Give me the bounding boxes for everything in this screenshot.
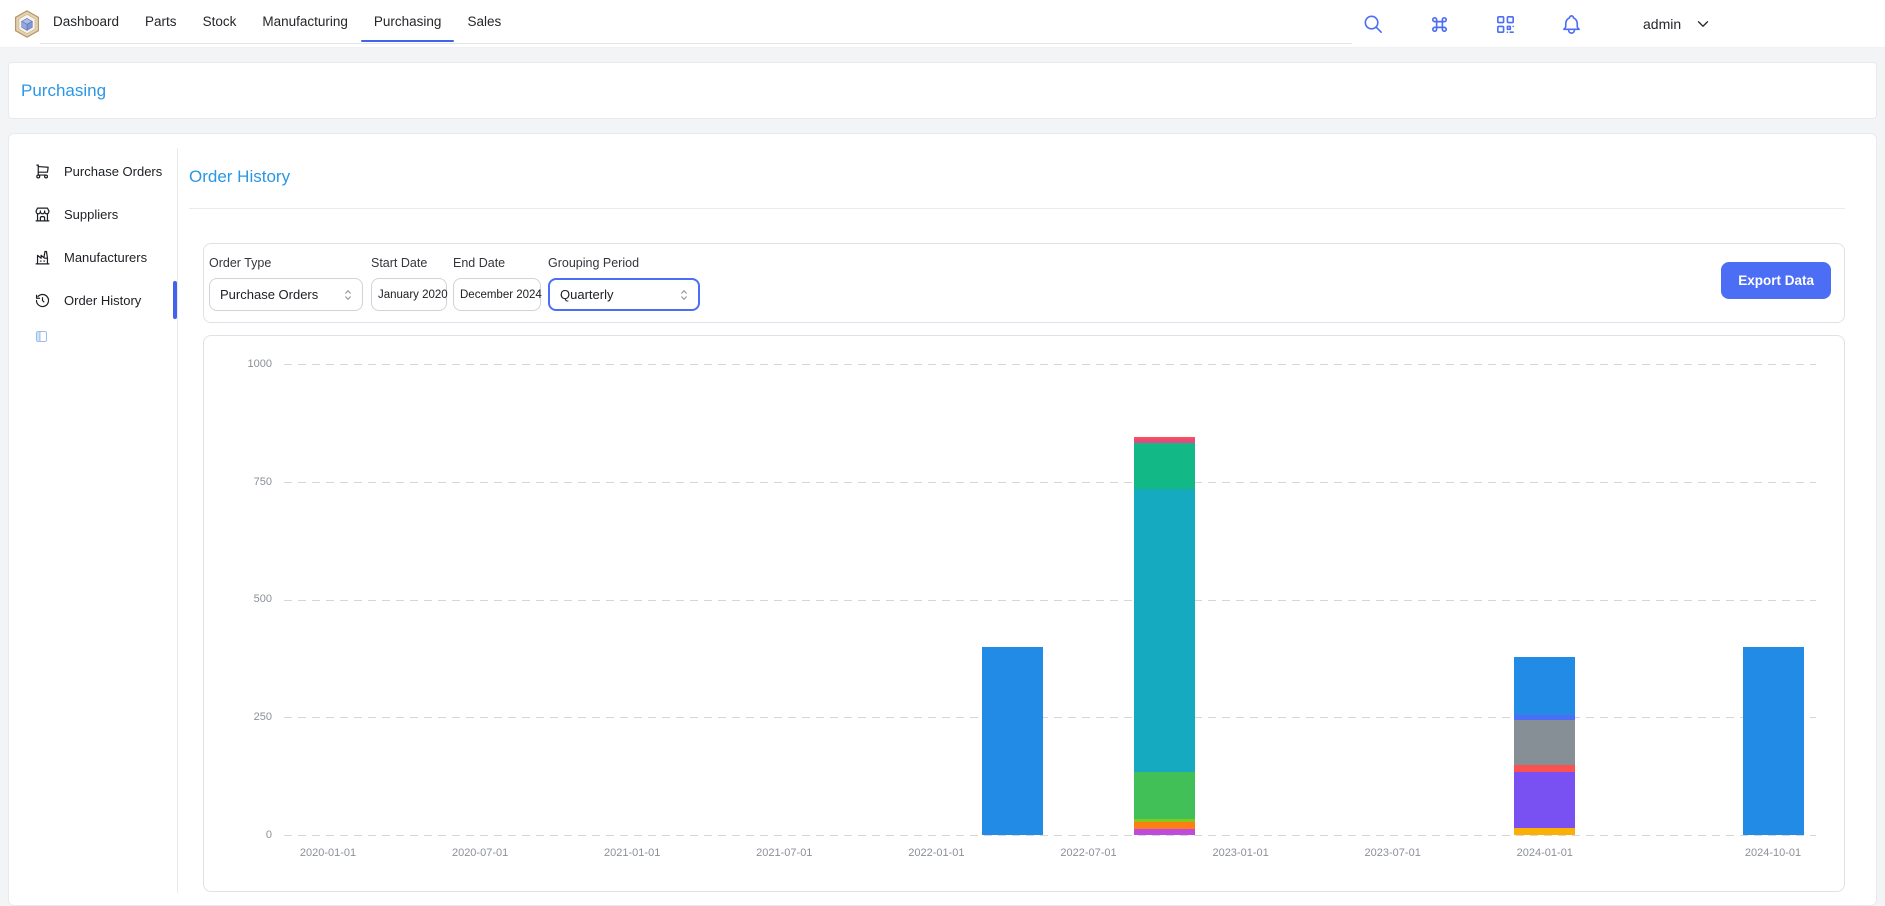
bar-segment [1134, 439, 1196, 443]
x-axis-tick-label: 2023-07-01 [1364, 847, 1421, 859]
bar-segment [1514, 827, 1576, 835]
x-axis-tick-label: 2021-01-01 [604, 847, 661, 859]
history-icon [34, 292, 51, 309]
x-axis-tick-label: 2024-01-01 [1516, 847, 1573, 859]
bar-segment [1514, 719, 1576, 766]
sidebar-item-label: Purchase Orders [64, 163, 163, 179]
x-axis-tick-label: 2020-01-01 [299, 847, 357, 859]
x-axis-tick-label: 2020-07-01 [451, 847, 509, 859]
sidebar-item-label: Suppliers [64, 206, 119, 222]
sidebar-item-label: Manufacturers [64, 249, 148, 265]
tab-purchasing[interactable]: Purchasing [360, 0, 455, 44]
inventree-logo[interactable] [12, 9, 42, 39]
selector-icon [677, 288, 691, 302]
y-gridline [284, 364, 1816, 366]
order-type-value: Purchase Orders [220, 287, 319, 302]
sidebar-item-manufacturers[interactable]: Manufacturers [9, 238, 177, 276]
x-axis-tick-label: 2023-01-01 [1212, 847, 1269, 859]
shopping-cart-icon [34, 163, 51, 180]
bar-segment [1134, 437, 1196, 440]
breadcrumb-bar: Purchasing [8, 62, 1877, 119]
start-date-input[interactable]: January 2020 [371, 278, 448, 311]
bar-segment [1514, 656, 1576, 715]
sidebar-item-purchase-orders[interactable]: Purchase Orders [9, 152, 177, 190]
qrcode-icon[interactable] [1494, 13, 1517, 36]
end-date-input[interactable]: December 2024 [453, 278, 542, 311]
building-store-icon [34, 206, 51, 223]
command-icon[interactable] [1428, 13, 1451, 36]
sidebar-divider [177, 148, 178, 893]
end-date-label: End Date [453, 256, 506, 270]
bar-segment [1514, 772, 1576, 828]
sidebar-item-order-history[interactable]: Order History [9, 281, 177, 319]
x-axis-tick-label: 2022-07-01 [1060, 847, 1117, 859]
search-icon[interactable] [1362, 13, 1385, 36]
factory-icon [34, 249, 51, 266]
bar-segment [982, 646, 1043, 835]
sidebar-collapse-icon[interactable] [34, 329, 49, 344]
sidebar-item-label: Order History [64, 292, 142, 308]
y-gridline [284, 599, 1816, 601]
grouping-period-label: Grouping Period [548, 256, 640, 270]
chart-bar-2022-10-01[interactable] [1134, 437, 1196, 835]
username-label[interactable]: admin [1643, 16, 1682, 32]
filter-panel: Order Type Purchase Orders Start Date Ja… [203, 243, 1845, 323]
bar-segment [1134, 771, 1196, 820]
bar-segment [1134, 442, 1196, 489]
start-date-label: Start Date [371, 256, 428, 270]
chevron-down-icon[interactable] [1694, 15, 1712, 33]
tab-manufacturing[interactable]: Manufacturing [262, 14, 348, 29]
y-axis-tick-label: 1000 [247, 357, 272, 370]
y-axis-tick-label: 0 [265, 828, 272, 841]
navbar-actions: admin [1362, 0, 1712, 48]
grouping-period-select[interactable]: Quarterly [548, 278, 700, 311]
bar-segment [1134, 488, 1196, 772]
sidebar-menu: Purchase Orders Suppliers Manufacturers Ord… [9, 152, 177, 324]
chart-bar-2024-01-01[interactable] [1514, 656, 1576, 835]
x-axis-tick-label: 2022-01-01 [908, 847, 965, 859]
bell-icon[interactable] [1560, 13, 1583, 36]
selector-icon [341, 288, 355, 302]
tab-sales[interactable]: Sales [467, 14, 502, 29]
bar-segment [1134, 828, 1196, 835]
start-date-value: January 2020 [378, 288, 448, 301]
y-axis-tick-label: 750 [253, 475, 272, 488]
export-data-button[interactable]: Export Data [1721, 262, 1831, 299]
tab-dashboard[interactable]: Dashboard [53, 14, 120, 29]
bar-segment [1742, 646, 1804, 835]
tab-parts[interactable]: Parts [145, 14, 177, 29]
page-title: Order History [189, 167, 291, 186]
y-axis-tick-label: 250 [253, 710, 272, 723]
chart-panel: 0 250 500 750 1000 2020-01-01 2020-07-01 2021-0… [203, 335, 1845, 892]
tabstrip-divider [40, 43, 1352, 44]
chart-bar-2022-04-01[interactable] [982, 646, 1043, 835]
chart-bar-2024-10-01[interactable] [1742, 646, 1804, 835]
x-axis-tick-label: 2021-07-01 [756, 847, 813, 859]
chart-plot[interactable]: 0 250 500 750 1000 2020-01-01 2020-07-01 2021-0… [204, 336, 1844, 891]
nav-tabs: Dashboard Parts Stock Manufacturing Purchasi… [40, 0, 514, 44]
bar-segment [1514, 765, 1576, 772]
bar-segment [1134, 819, 1196, 822]
sidebar-item-suppliers[interactable]: Suppliers [9, 195, 177, 233]
y-axis-tick-label: 500 [253, 593, 272, 606]
tab-stock[interactable]: Stock [202, 14, 237, 29]
grouping-period-value: Quarterly [560, 287, 614, 302]
bar-segment [1514, 714, 1576, 720]
x-axis-tick-label: 2024-10-01 [1744, 847, 1802, 859]
end-date-value: December 2024 [460, 288, 542, 301]
y-gridline [284, 717, 1816, 719]
order-type-select[interactable]: Purchase Orders [209, 278, 363, 311]
breadcrumb[interactable]: Purchasing [21, 80, 107, 100]
bar-segment [1134, 821, 1196, 829]
title-divider [189, 208, 1845, 209]
content-panel: Purchase Orders Suppliers Manufacturers Ord… [8, 133, 1877, 906]
y-gridline [284, 482, 1816, 484]
top-navbar: Dashboard Parts Stock Manufacturing Purchasi… [0, 0, 1885, 48]
order-type-label: Order Type [209, 256, 272, 270]
y-gridline [284, 835, 1816, 836]
